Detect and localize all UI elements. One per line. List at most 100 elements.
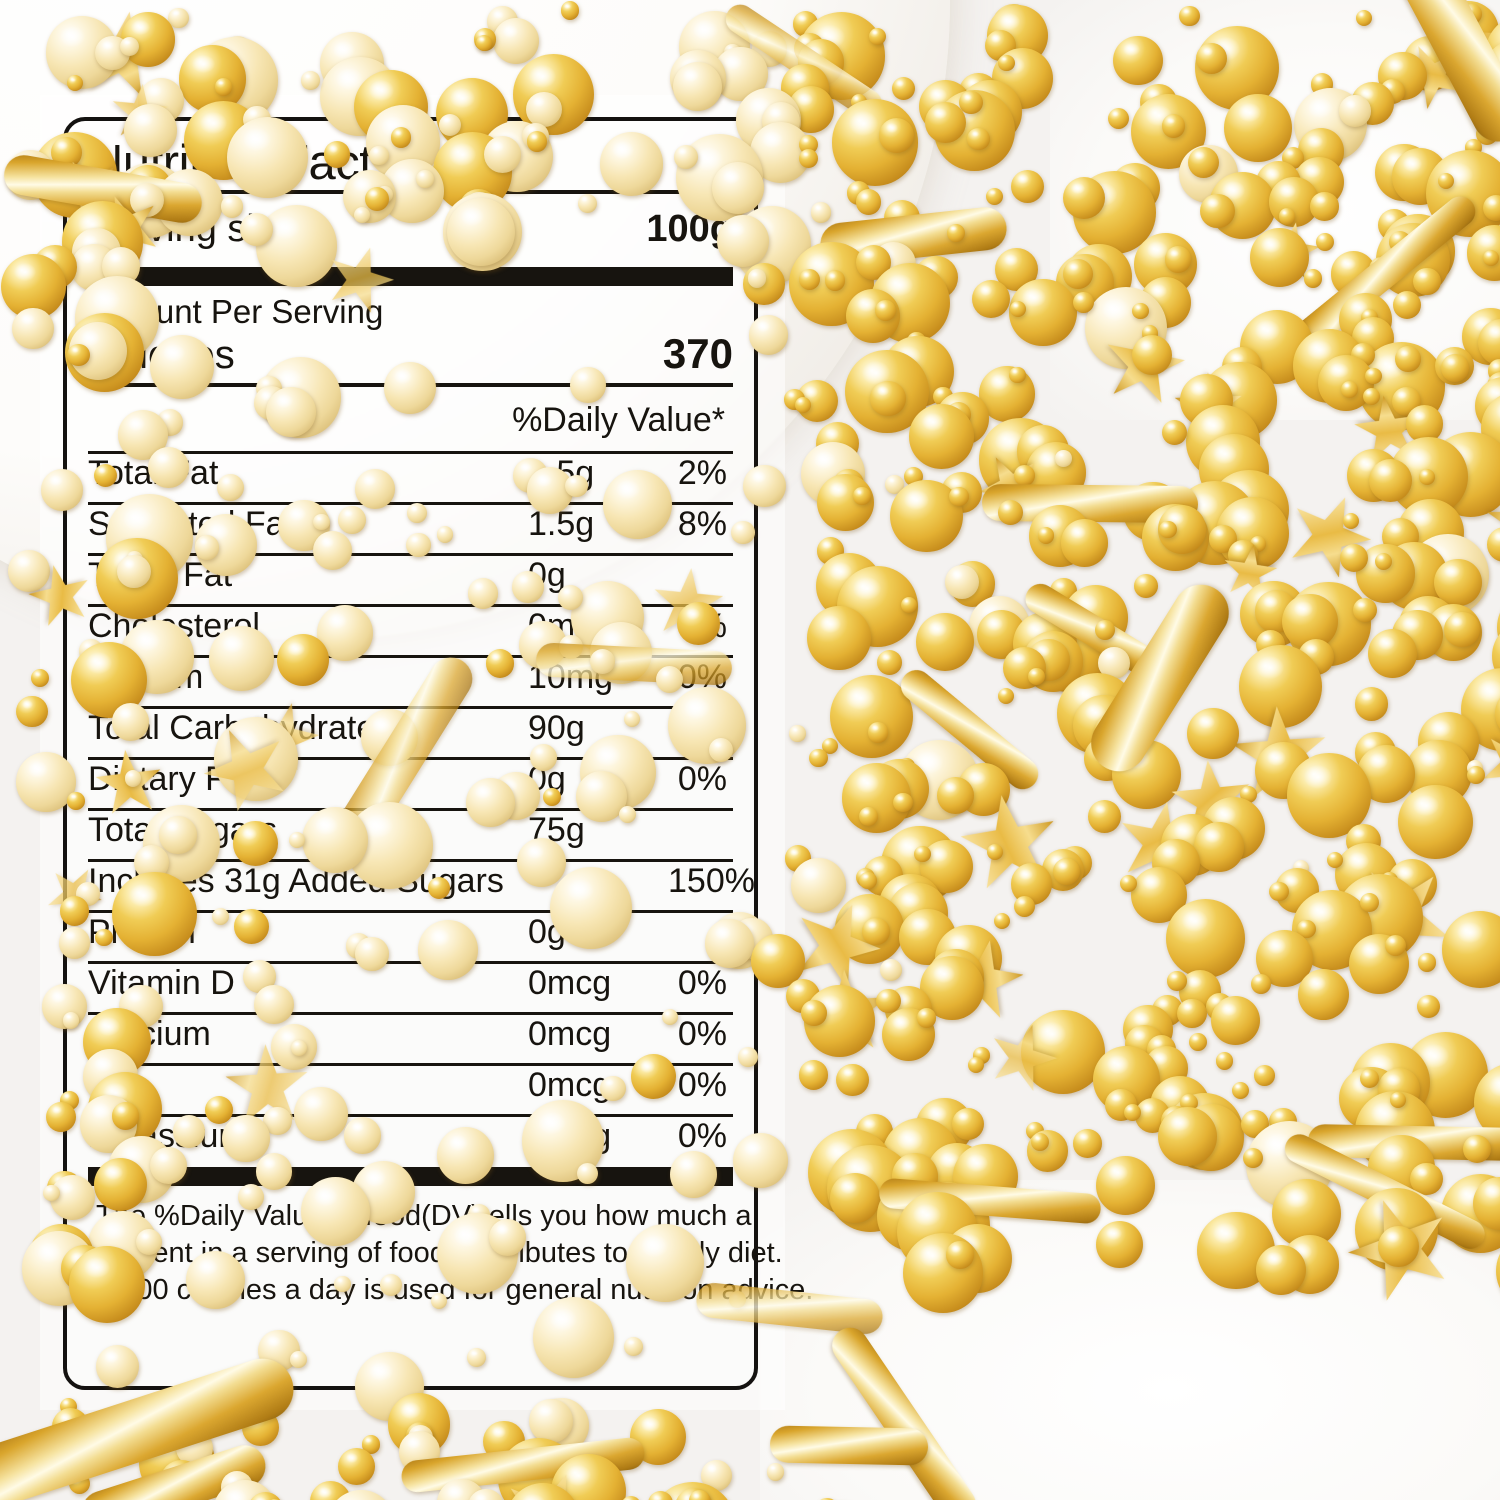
gold-ball-sprinkle	[1297, 919, 1316, 939]
gold-ball-sprinkle	[40, 468, 83, 511]
gold-ball-sprinkle	[1269, 881, 1289, 902]
nutrient-amount: 0mcg	[528, 1065, 612, 1104]
gold-ball-sprinkle	[936, 777, 974, 814]
gold-ball-sprinkle	[237, 1184, 264, 1211]
gold-ball-sprinkle	[677, 602, 720, 645]
gold-ball-sprinkle	[379, 1273, 402, 1297]
gold-ball-sprinkle	[846, 289, 901, 344]
gold-ball-sprinkle	[1030, 1133, 1049, 1152]
gold-ball-sprinkle	[576, 1162, 598, 1184]
gold-ball-sprinkle	[668, 686, 746, 765]
gold-ball-sprinkle	[62, 1012, 80, 1029]
gold-ball-sprinkle	[1496, 588, 1500, 667]
gold-ball-sprinkle	[529, 1398, 574, 1443]
daily-value-header: %Daily Value*	[512, 400, 725, 439]
gold-ball-sprinkle	[902, 1233, 983, 1313]
gold-ball-sprinkle	[1010, 169, 1045, 204]
gold-ball-sprinkle	[290, 1039, 307, 1056]
gold-ball-sprinkle	[222, 1114, 270, 1163]
gold-ball-sprinkle	[15, 752, 76, 813]
gold-ball-sprinkle	[344, 1117, 381, 1154]
gold-ball-sprinkle	[1239, 644, 1323, 728]
gold-ball-sprinkle	[998, 54, 1016, 72]
gold-ball-sprinkle	[1495, 686, 1500, 741]
gold-ball-sprinkle	[437, 1127, 495, 1184]
nutrient-daily-value: 0%	[677, 759, 727, 798]
nutrient-daily-value: 0%	[677, 1014, 727, 1053]
gold-ball-sprinkle	[529, 744, 557, 772]
gold-ball-sprinkle	[527, 131, 548, 152]
gold-ball-sprinkle	[1339, 95, 1371, 127]
gold-ball-sprinkle	[884, 474, 904, 494]
gold-ball-sprinkle	[1355, 10, 1372, 27]
nutrient-row-divider	[88, 1062, 733, 1066]
gold-ball-sprinkle	[967, 127, 990, 151]
gold-ball-sprinkle	[830, 1173, 880, 1224]
gold-ball-sprinkle	[211, 907, 229, 926]
gold-ball-sprinkle	[368, 145, 389, 166]
gold-ball-sprinkle	[789, 725, 806, 742]
gold-ball-sprinkle	[150, 335, 215, 400]
gold-ball-sprinkle	[998, 687, 1015, 705]
gold-ball-sprinkle	[557, 584, 583, 610]
gold-ball-sprinkle	[1187, 146, 1220, 179]
gold-ball-sprinkle	[600, 1075, 626, 1101]
gold-ball-sprinkle	[1162, 419, 1188, 445]
gold-ball-sprinkle	[66, 75, 83, 92]
gold-ball-sprinkle	[483, 136, 521, 174]
gold-ball-sprinkle	[621, 1496, 642, 1500]
gold-ball-sprinkle	[446, 197, 516, 266]
gold-ball-sprinkle	[1187, 707, 1239, 760]
gold-ball-sprinkle	[1062, 258, 1093, 289]
serving-divider-thick	[88, 266, 733, 286]
gold-ball-sprinkle	[959, 90, 983, 115]
gold-ball-sprinkle	[1368, 629, 1418, 679]
gold-ball-sprinkle	[1096, 1220, 1144, 1268]
gold-ball-sprinkle	[67, 792, 85, 810]
gold-ball-sprinkle	[95, 1344, 140, 1388]
gold-ball-sprinkle	[798, 149, 819, 169]
gold-ball-sprinkle	[806, 606, 871, 670]
gold-ball-sprinkle	[1052, 858, 1080, 886]
gold-ball-sprinkle	[874, 299, 897, 321]
gold-ball-sprinkle	[1095, 1155, 1156, 1216]
gold-ball-sprinkle	[570, 367, 606, 403]
gold-ball-sprinkle	[390, 127, 412, 148]
gold-ball-sprinkle	[816, 1497, 838, 1500]
gold-ball-sprinkle	[798, 1060, 829, 1090]
gold-ball-sprinkle	[925, 102, 967, 144]
nutrient-amount: 0mcg	[528, 963, 612, 1002]
gold-ball-sprinkle	[1177, 998, 1207, 1029]
gold-ball-sprinkle	[794, 396, 811, 413]
table-row: Calcium0mcg0%	[88, 1015, 733, 1063]
gold-ball-sprinkle	[111, 1101, 140, 1130]
gold-ball-sprinkle	[226, 116, 309, 198]
gold-ball-sprinkle	[1377, 1225, 1419, 1267]
gold-ball-sprinkle	[69, 321, 128, 380]
gold-ball-sprinkle	[798, 269, 821, 291]
gold-ball-sprinkle	[383, 362, 436, 415]
gold-ball-sprinkle	[1196, 42, 1228, 74]
gold-ball-sprinkle	[945, 1241, 974, 1269]
gold-ball-sprinkle	[1215, 1052, 1234, 1070]
gold-ball-sprinkle	[824, 270, 846, 291]
nutrient-daily-value: 0%	[677, 963, 727, 1002]
nutrient-row-divider	[88, 1113, 733, 1117]
gold-ball-sprinkle	[506, 1483, 581, 1500]
gold-ball-sprinkle	[624, 1337, 644, 1357]
gold-ball-sprinkle	[543, 788, 562, 807]
gold-ball-sprinkle	[1251, 974, 1272, 995]
gold-ball-sprinkle	[810, 202, 832, 223]
gold-ball-sprinkle	[233, 909, 269, 944]
gold-ball-sprinkle	[43, 1184, 61, 1202]
gold-ball-sprinkle	[1107, 108, 1129, 130]
gold-ball-sprinkle	[1014, 465, 1035, 486]
gold-ball-sprinkle	[337, 505, 366, 534]
gold-ball-sprinkle	[59, 896, 89, 926]
gold-ball-sprinkle	[406, 532, 431, 557]
gold-ball-sprinkle	[1392, 291, 1422, 320]
gold-ball-sprinkle	[1249, 228, 1309, 288]
gold-ball-sprinkle	[1310, 192, 1339, 221]
gold-ball-sprinkle	[673, 144, 698, 169]
gold-ball-sprinkle	[172, 1115, 206, 1148]
